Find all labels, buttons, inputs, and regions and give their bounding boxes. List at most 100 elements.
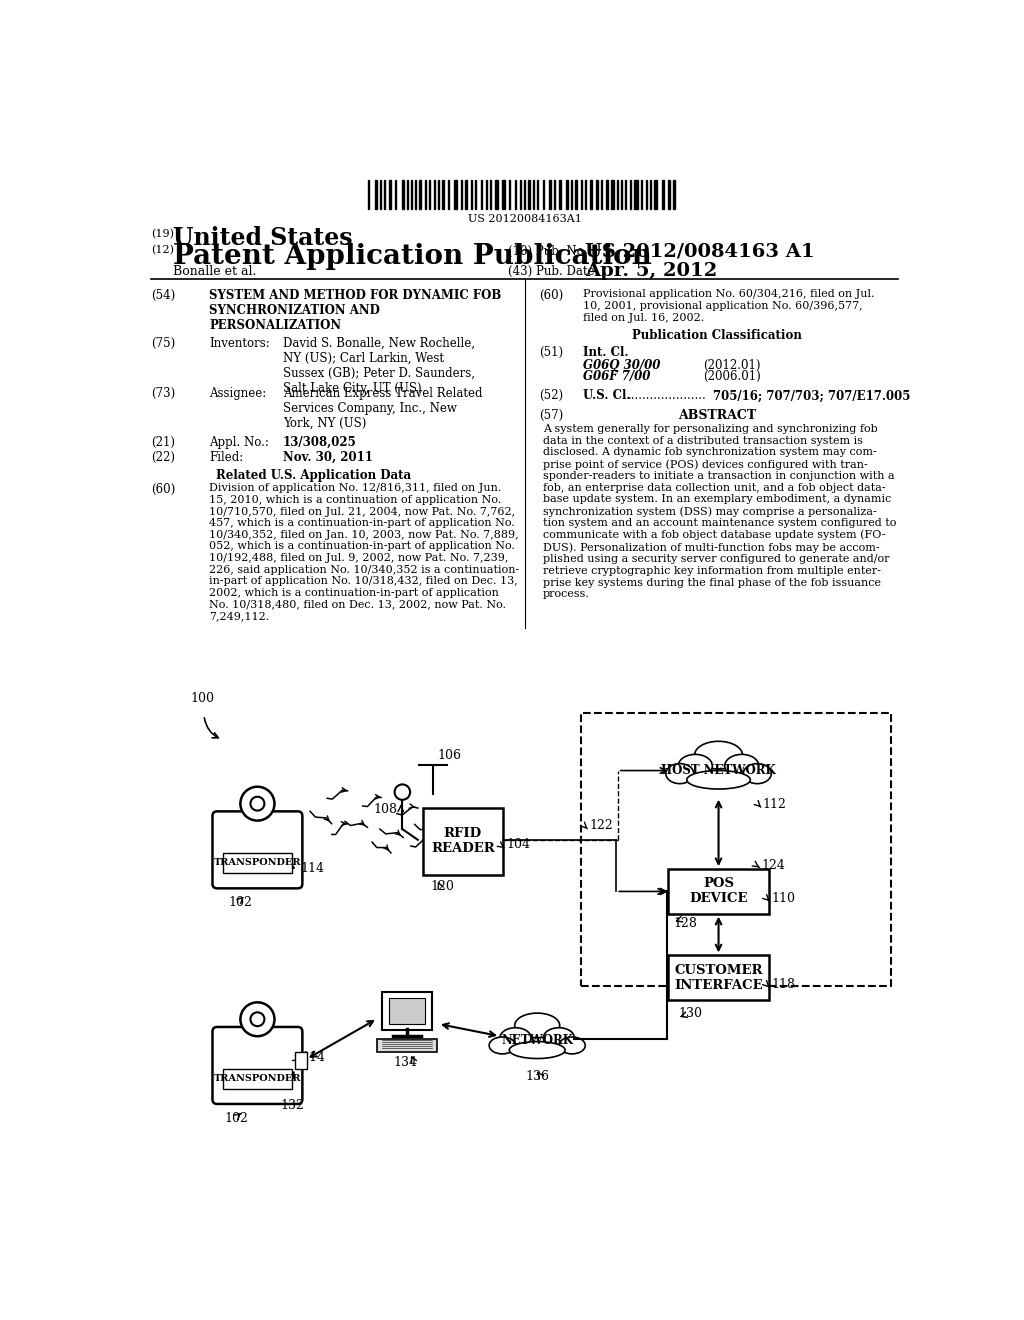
Bar bbox=[411, 180, 412, 209]
Text: Publication Classification: Publication Classification bbox=[632, 330, 802, 342]
Text: Nov. 30, 2011: Nov. 30, 2011 bbox=[283, 451, 373, 465]
Bar bbox=[654, 180, 657, 209]
Text: (57): (57) bbox=[539, 409, 563, 421]
Text: (60): (60) bbox=[539, 289, 563, 302]
Text: Assignee:: Assignee: bbox=[209, 387, 266, 400]
Bar bbox=[596, 180, 598, 209]
Text: 112: 112 bbox=[763, 797, 786, 810]
Text: POS
DEVICE: POS DEVICE bbox=[689, 878, 748, 906]
Bar bbox=[582, 180, 583, 209]
Text: Appl. No.:: Appl. No.: bbox=[209, 436, 269, 449]
Bar bbox=[389, 180, 391, 209]
Text: 124: 124 bbox=[761, 859, 785, 871]
Text: Provisional application No. 60/304,216, filed on Jul.
10, 2001, provisional appl: Provisional application No. 60/304,216, … bbox=[583, 289, 874, 322]
Ellipse shape bbox=[666, 763, 693, 784]
Bar bbox=[384, 180, 385, 209]
Bar bbox=[590, 180, 592, 209]
Bar bbox=[369, 180, 370, 209]
Text: Division of application No. 12/816,311, filed on Jun.
15, 2010, which is a conti: Division of application No. 12/816,311, … bbox=[209, 483, 519, 620]
Bar bbox=[380, 180, 381, 209]
Bar bbox=[601, 180, 602, 209]
Bar bbox=[475, 180, 476, 209]
Bar bbox=[401, 180, 403, 209]
FancyBboxPatch shape bbox=[212, 812, 302, 888]
Text: HOST NETWORK: HOST NETWORK bbox=[662, 764, 776, 777]
Bar bbox=[586, 180, 587, 209]
Bar bbox=[425, 180, 426, 209]
Text: TRANSPONDER: TRANSPONDER bbox=[214, 1074, 301, 1082]
Bar bbox=[565, 180, 567, 209]
Text: (75): (75) bbox=[152, 337, 175, 350]
Bar bbox=[471, 180, 472, 209]
Text: (43) Pub. Date:: (43) Pub. Date: bbox=[508, 264, 598, 277]
Bar bbox=[554, 180, 555, 209]
Ellipse shape bbox=[515, 1014, 560, 1038]
Text: 134: 134 bbox=[393, 1056, 417, 1069]
Bar bbox=[668, 180, 670, 209]
Text: 118: 118 bbox=[771, 978, 796, 991]
Ellipse shape bbox=[509, 1041, 565, 1059]
Text: 102: 102 bbox=[228, 896, 252, 909]
Bar bbox=[454, 180, 457, 209]
Bar bbox=[447, 180, 449, 209]
Bar bbox=[395, 180, 396, 209]
Bar bbox=[375, 180, 377, 209]
Bar bbox=[549, 180, 551, 209]
Text: ABSTRACT: ABSTRACT bbox=[678, 409, 756, 421]
Bar bbox=[611, 180, 613, 209]
Text: SYSTEM AND METHOD FOR DYNAMIC FOB
SYNCHRONIZATION AND
PERSONALIZATION: SYSTEM AND METHOD FOR DYNAMIC FOB SYNCHR… bbox=[209, 289, 502, 333]
Ellipse shape bbox=[489, 1038, 515, 1053]
FancyBboxPatch shape bbox=[223, 1069, 292, 1089]
Ellipse shape bbox=[678, 755, 713, 777]
Text: (73): (73) bbox=[152, 387, 175, 400]
Text: TRANSPONDER: TRANSPONDER bbox=[214, 858, 301, 867]
Bar bbox=[673, 180, 675, 209]
Bar bbox=[543, 180, 544, 209]
FancyBboxPatch shape bbox=[223, 853, 292, 873]
Bar bbox=[534, 180, 535, 209]
Bar bbox=[606, 180, 608, 209]
Text: (54): (54) bbox=[152, 289, 175, 302]
Bar bbox=[490, 180, 492, 209]
Text: A system generally for personalizing and synchronizing fob
data in the context o: A system generally for personalizing and… bbox=[543, 424, 896, 599]
Ellipse shape bbox=[725, 755, 759, 777]
Text: 120: 120 bbox=[430, 879, 454, 892]
FancyBboxPatch shape bbox=[423, 808, 503, 875]
FancyBboxPatch shape bbox=[212, 1027, 302, 1104]
Text: United States: United States bbox=[173, 226, 352, 251]
Ellipse shape bbox=[743, 763, 771, 784]
Bar bbox=[625, 180, 626, 209]
FancyBboxPatch shape bbox=[295, 1052, 307, 1069]
Text: Patent Application Publication: Patent Application Publication bbox=[173, 243, 652, 271]
Text: 122: 122 bbox=[589, 820, 613, 833]
Text: (2006.01): (2006.01) bbox=[703, 370, 761, 383]
Bar bbox=[434, 180, 435, 209]
Text: (21): (21) bbox=[152, 436, 175, 449]
Text: Apr. 5, 2012: Apr. 5, 2012 bbox=[586, 263, 718, 280]
FancyBboxPatch shape bbox=[669, 869, 769, 913]
Ellipse shape bbox=[559, 1038, 586, 1053]
Text: .....................: ..................... bbox=[628, 389, 707, 403]
Bar bbox=[407, 180, 408, 209]
Text: 13/308,025: 13/308,025 bbox=[283, 436, 356, 449]
Text: G06F 7/00: G06F 7/00 bbox=[583, 370, 650, 383]
Text: 136: 136 bbox=[525, 1069, 550, 1082]
Text: Bonalle et al.: Bonalle et al. bbox=[173, 264, 256, 277]
Ellipse shape bbox=[500, 1028, 531, 1048]
Bar bbox=[438, 180, 439, 209]
Text: 108: 108 bbox=[374, 803, 397, 816]
Text: (2012.01): (2012.01) bbox=[703, 359, 761, 372]
Circle shape bbox=[251, 1012, 264, 1026]
Text: 114: 114 bbox=[300, 862, 324, 875]
Bar bbox=[519, 180, 520, 209]
Text: 132: 132 bbox=[281, 1100, 304, 1111]
Bar bbox=[523, 180, 525, 209]
Bar bbox=[641, 180, 642, 209]
Text: (10) Pub. No.:: (10) Pub. No.: bbox=[508, 244, 591, 257]
Bar bbox=[538, 180, 539, 209]
FancyBboxPatch shape bbox=[669, 956, 769, 1001]
Bar bbox=[486, 180, 487, 209]
Bar bbox=[574, 180, 577, 209]
Circle shape bbox=[251, 797, 264, 810]
Bar bbox=[495, 180, 498, 209]
